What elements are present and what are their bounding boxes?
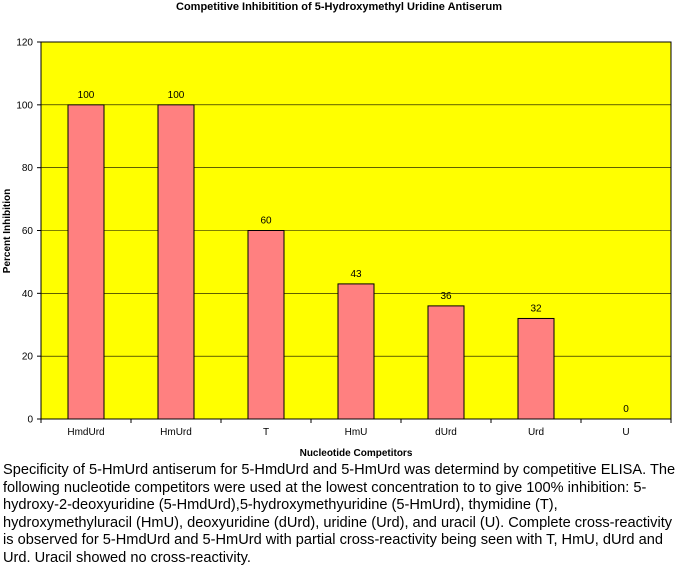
y-tick-label: 40 — [22, 289, 34, 300]
y-tick-label: 100 — [16, 100, 33, 111]
figure-caption: Specificity of 5-HmUrd antiserum for 5-H… — [3, 462, 676, 566]
data-label-t: 60 — [260, 216, 272, 227]
bar-urd — [517, 317, 555, 420]
y-axis-label: Percent Inhibition — [2, 189, 13, 273]
y-tick-label: 80 — [22, 163, 34, 174]
x-tick-label-u: U — [622, 427, 629, 438]
data-label-hmu: 43 — [350, 269, 362, 280]
data-label-hmdurd: 100 — [78, 90, 95, 101]
x-tick-label-hmdurd: HmdUrd — [67, 427, 104, 438]
y-tick-label: 0 — [27, 415, 33, 426]
x-tick-label-durd: dUrd — [435, 427, 457, 438]
y-tick-label: 120 — [16, 38, 33, 49]
x-tick-label-t: T — [263, 427, 269, 438]
x-axis-ticks: HmdUrd HmUrd T HmU dUrd Urd U — [40, 419, 672, 438]
data-label-u: 0 — [623, 404, 629, 415]
data-label-durd: 36 — [440, 291, 452, 302]
bar-durd — [427, 305, 465, 420]
bar-chart: Competitive Inhibitition of 5-Hydroxymet… — [2, 1, 672, 459]
bars — [67, 104, 555, 420]
y-tick-label: 60 — [22, 226, 34, 237]
x-axis-label: Nucleotide Competitors — [300, 448, 413, 459]
chart-title: Competitive Inhibitition of 5-Hydroxymet… — [176, 1, 502, 13]
y-tick-label: 20 — [22, 352, 34, 363]
bar-hmurd — [157, 104, 195, 420]
x-tick-label-hmu: HmU — [345, 427, 368, 438]
x-tick-label-hmurd: HmUrd — [160, 427, 192, 438]
data-label-urd: 32 — [530, 303, 542, 314]
x-tick-label-urd: Urd — [528, 427, 544, 438]
bar-t — [247, 230, 285, 420]
bar-data-labels: 100 100 60 43 36 32 0 — [78, 90, 630, 415]
bar-hmdurd — [67, 104, 105, 420]
data-label-hmurd: 100 — [168, 90, 185, 101]
bar-hmu — [337, 283, 375, 420]
y-axis-ticks: 0 20 40 60 80 100 120 — [16, 38, 41, 426]
